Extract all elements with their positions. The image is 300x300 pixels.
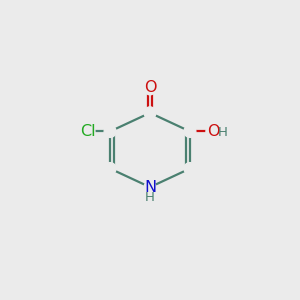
Circle shape bbox=[143, 80, 157, 95]
Text: Cl: Cl bbox=[80, 124, 96, 139]
Text: H: H bbox=[218, 126, 228, 140]
Circle shape bbox=[104, 125, 116, 137]
Circle shape bbox=[144, 107, 156, 119]
Circle shape bbox=[184, 125, 196, 137]
Text: N: N bbox=[144, 180, 156, 195]
Circle shape bbox=[144, 181, 156, 193]
Circle shape bbox=[104, 163, 116, 175]
Text: O: O bbox=[207, 124, 219, 139]
Text: H: H bbox=[145, 191, 155, 204]
Text: O: O bbox=[144, 80, 156, 95]
Circle shape bbox=[81, 124, 95, 139]
Circle shape bbox=[184, 163, 196, 175]
Circle shape bbox=[206, 124, 220, 139]
